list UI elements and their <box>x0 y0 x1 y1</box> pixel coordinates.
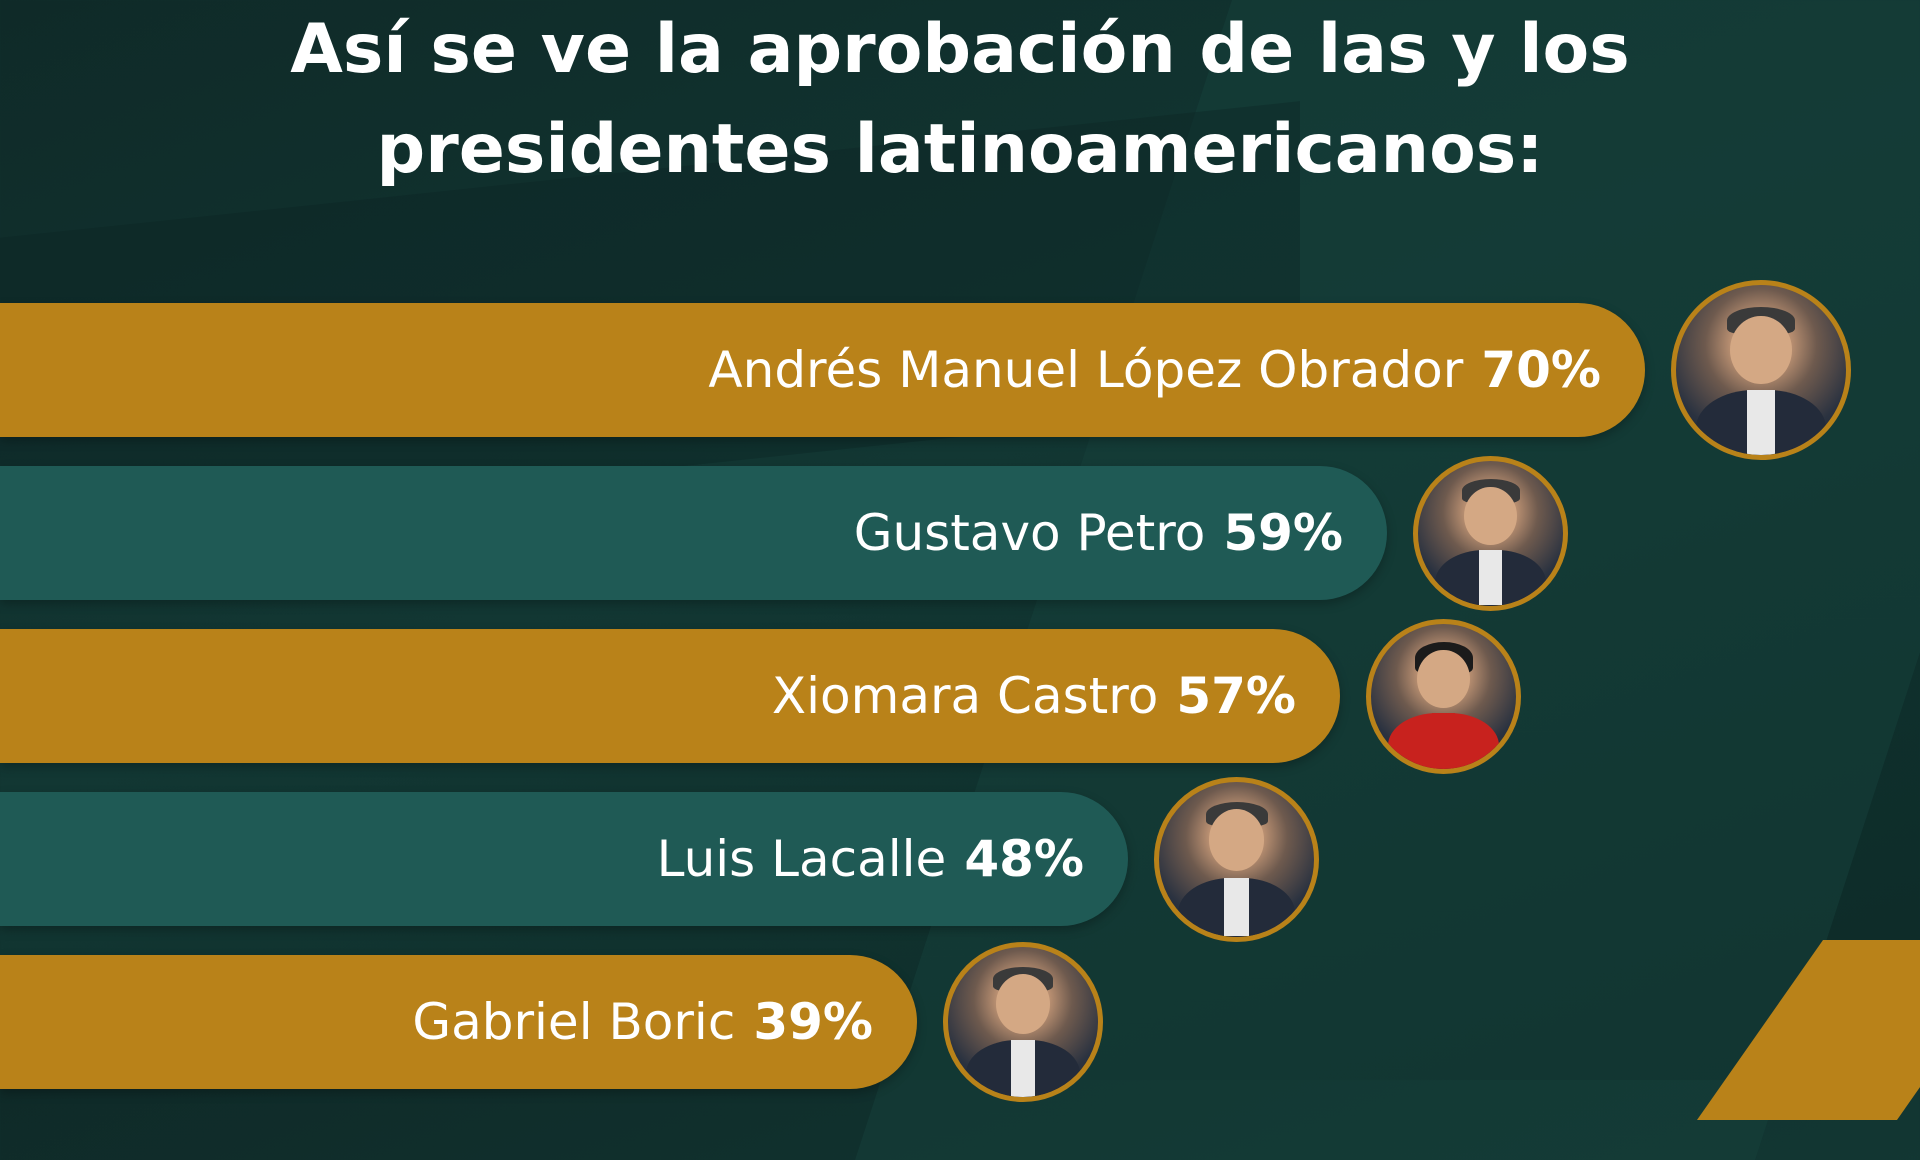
avatar-shirt-1 <box>1478 550 1503 606</box>
avatar-head-4 <box>996 974 1050 1034</box>
avatar-shirt-2 <box>1431 713 1456 769</box>
bar-2: Xiomara Castro 57% <box>0 629 1340 763</box>
bar-value-0: 70% <box>1481 341 1601 399</box>
bar-label-2: Xiomara Castro <box>771 667 1159 725</box>
portrait-avatar-2 <box>1366 618 1521 774</box>
avatar-head-2 <box>1417 649 1470 708</box>
bar-1: Gustavo Petro 59% <box>0 466 1387 600</box>
bar-4: Gabriel Boric 39% <box>0 955 917 1089</box>
portrait-avatar-4 <box>943 942 1103 1102</box>
bar-label-1: Gustavo Petro <box>853 504 1206 562</box>
bar-value-3: 48% <box>964 830 1084 888</box>
bar-3: Luis Lacalle 48% <box>0 792 1128 926</box>
avatar-shirt-3 <box>1224 877 1249 937</box>
bar-value-2: 57% <box>1176 667 1296 725</box>
page-title: Así se ve la aprobación de las y los pre… <box>0 0 1920 200</box>
bar-label-4: Gabriel Boric <box>412 993 736 1051</box>
avatar-head-1 <box>1464 486 1517 545</box>
title-line-2: presidentes latinoamericanos: <box>376 110 1544 189</box>
portrait-avatar-3 <box>1154 776 1319 942</box>
bar-label-3: Luis Lacalle <box>656 830 947 888</box>
bar-value-4: 39% <box>753 993 873 1051</box>
avatar-head-3 <box>1208 809 1265 872</box>
bar-0: Andrés Manuel López Obrador 70% <box>0 303 1645 437</box>
portrait-avatar-1 <box>1413 455 1568 611</box>
avatar-shirt-0 <box>1747 390 1775 455</box>
bar-value-1: 59% <box>1223 504 1343 562</box>
bar-label-0: Andrés Manuel López Obrador <box>708 341 1464 399</box>
title-line-1: Así se ve la aprobación de las y los <box>290 10 1630 89</box>
portrait-avatar-0 <box>1671 280 1851 460</box>
avatar-head-0 <box>1730 315 1792 384</box>
avatar-shirt-4 <box>1011 1040 1035 1097</box>
